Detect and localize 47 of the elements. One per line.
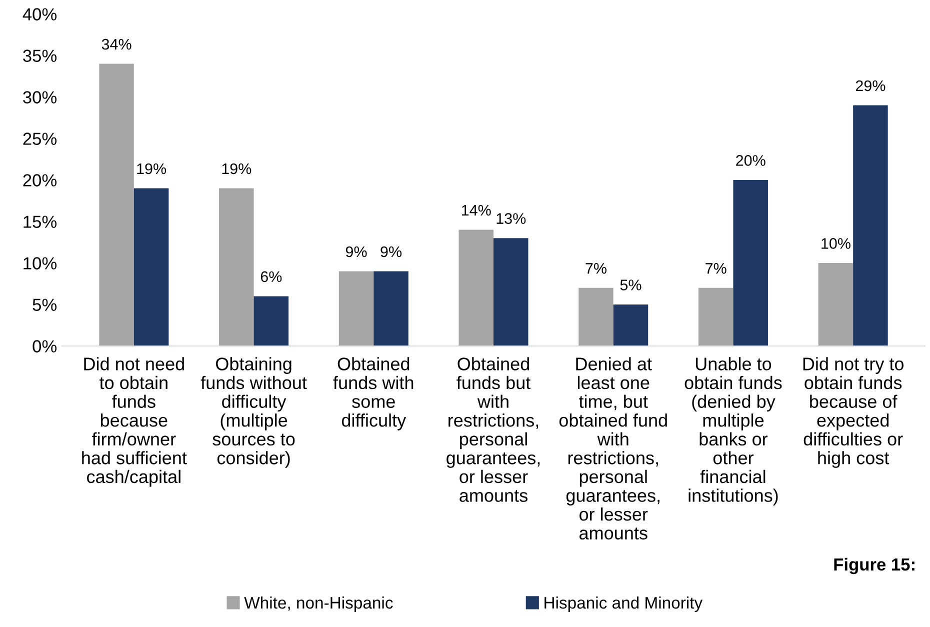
data-label: 5% xyxy=(620,280,642,290)
data-label: 19% xyxy=(222,163,252,174)
y-tick-label: 35% xyxy=(23,50,57,62)
x-tick-label: Obtained funds with some difficulty xyxy=(333,357,414,430)
data-label: 14% xyxy=(462,204,491,216)
y-tick-label: 15% xyxy=(24,216,57,228)
data-label: 7% xyxy=(586,263,606,274)
bar xyxy=(134,188,169,346)
data-label: 7% xyxy=(706,263,726,274)
bar xyxy=(338,271,374,346)
bar xyxy=(818,263,854,346)
data-label: 29% xyxy=(856,80,886,92)
data-label: 6% xyxy=(260,271,282,282)
x-tick-label: Did not try to obtain funds because of expected difficulties or high cost xyxy=(803,357,904,468)
data-label: 34% xyxy=(102,38,132,50)
bar xyxy=(733,180,768,346)
data-label: 20% xyxy=(736,155,766,166)
legend-label: White, non-Hispanic xyxy=(244,596,393,612)
bar xyxy=(219,188,254,346)
y-tick-label: 20% xyxy=(23,174,57,186)
data-label: 19% xyxy=(137,163,166,174)
bar xyxy=(698,288,734,346)
y-tick-label: 25% xyxy=(23,132,57,145)
bar xyxy=(458,230,494,346)
legend-label: Hispanic and Minority xyxy=(544,596,703,612)
x-tick-label: Obtained funds but with restrictions, personal guarantees, or lesser amounts xyxy=(446,357,540,502)
bar xyxy=(254,296,289,346)
y-tick-label: 30% xyxy=(23,91,57,104)
y-tick-label: 5% xyxy=(32,298,57,311)
bar xyxy=(578,288,614,346)
x-tick-label: Did not need to obtain funds because firm/owner had sufficient cash/capital xyxy=(82,357,187,487)
y-tick-label: 0% xyxy=(32,340,57,352)
data-label: 9% xyxy=(380,246,402,258)
bar xyxy=(494,238,528,346)
data-label: 13% xyxy=(496,213,526,224)
data-label: 10% xyxy=(822,238,850,249)
bar xyxy=(99,64,134,346)
y-tick-label: 10% xyxy=(24,257,57,270)
data-label: 9% xyxy=(346,246,367,258)
caption: Figure 15: xyxy=(834,558,914,574)
x-tick-label: Unable to obtain funds (denied by multiple banks or other financial institutions) xyxy=(684,357,782,506)
y-tick-label: 40% xyxy=(22,8,57,20)
category-label: Denied at least one time, but obtained fund with restrictions, personal guarantees, or lesser amounts xyxy=(559,357,667,540)
x-tick-label: Obtaining funds without difficulty (multiple sources to consider) xyxy=(200,357,307,468)
bar xyxy=(853,105,888,346)
bar xyxy=(374,271,408,346)
bar xyxy=(613,304,648,346)
